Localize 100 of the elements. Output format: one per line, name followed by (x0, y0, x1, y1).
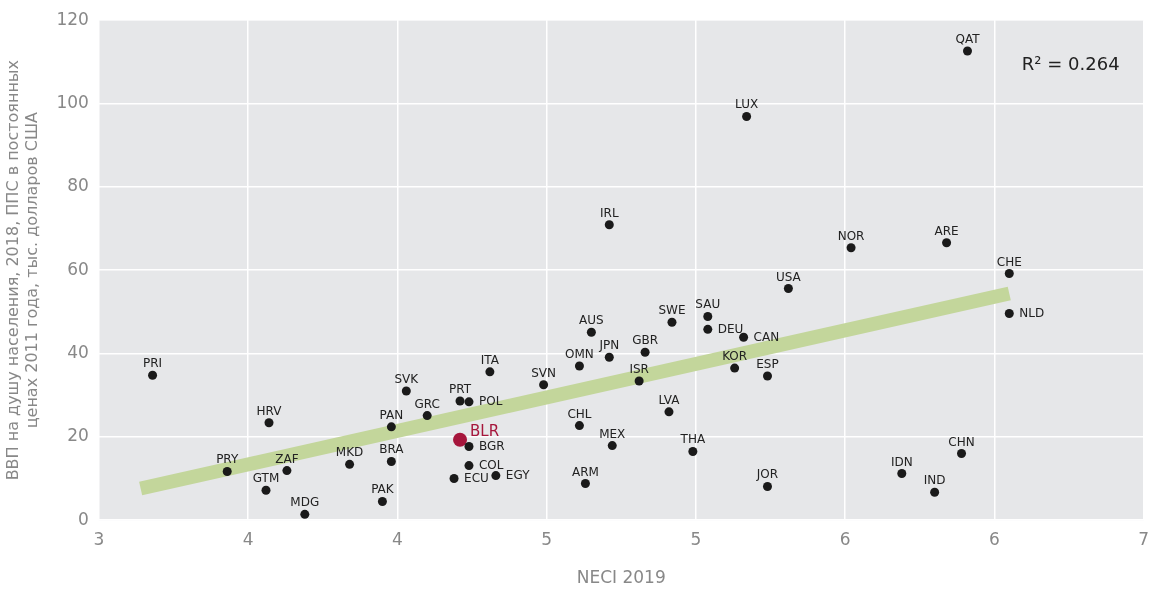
point (942, 238, 952, 248)
annotation: PRT (449, 382, 472, 397)
annotation: USA (775, 269, 802, 284)
annotation: CAN (753, 329, 780, 344)
x-tick-label: 5 (541, 528, 553, 549)
annotation: GBR (632, 333, 659, 348)
annotation: NOR (837, 228, 865, 243)
point (664, 407, 674, 417)
annotation: JOR (755, 467, 779, 482)
annotation: JPN (598, 338, 620, 353)
point (574, 421, 584, 431)
point (455, 396, 465, 406)
point (300, 509, 310, 519)
point (386, 456, 396, 466)
annotation: SAU (695, 297, 721, 312)
x-tick-label: 4 (242, 528, 254, 549)
point (1004, 309, 1014, 319)
annotation: PAK (371, 482, 395, 497)
point (401, 386, 411, 396)
point (730, 363, 740, 373)
annotation: ECU (464, 471, 489, 486)
y-tick-label: 40 (67, 341, 89, 362)
point (464, 397, 474, 407)
annotation: PAN (379, 407, 404, 422)
y-axis-title: ВВП на душу населения, 2018, ППС в постоянных ценах 2011 года, тыс. долларов США (2, 60, 41, 481)
point (703, 311, 713, 321)
annotation: ARM (571, 464, 599, 479)
point (930, 487, 940, 497)
point (604, 352, 614, 362)
annotation: PRI (143, 356, 163, 371)
annotation: THA (679, 432, 706, 447)
annotation: ISR (629, 362, 649, 377)
x-tick-label: 6 (988, 528, 1000, 549)
annotation: LUX (735, 97, 759, 112)
annotation: SVK (394, 372, 420, 387)
point (422, 411, 432, 421)
annotation: HRV (256, 403, 283, 418)
x-tick-label: 5 (690, 528, 702, 549)
y-tick-label: 100 (56, 91, 89, 112)
point (783, 284, 793, 294)
x-tick-label: 4 (391, 528, 403, 549)
y-tick-label: 0 (78, 508, 89, 529)
x-tick-label: 7 (1138, 528, 1150, 549)
point (148, 370, 158, 380)
annotation: IRL (600, 205, 619, 220)
point (962, 46, 972, 56)
annotation: COL (478, 458, 504, 473)
point (1004, 269, 1014, 279)
annotation: ESP (756, 357, 779, 372)
y-tick-label: 120 (56, 8, 89, 29)
annotation: MEX (599, 426, 626, 441)
x-axis-title: NECI 2019 (576, 567, 666, 588)
annotation: CHL (567, 406, 592, 421)
point (762, 371, 772, 381)
annotation: BRA (379, 442, 405, 457)
annotation: POL (478, 394, 503, 409)
point (264, 418, 274, 428)
annotation: PRY (216, 452, 239, 467)
point (282, 466, 292, 476)
x-tick-label: 3 (93, 528, 105, 549)
annotation: LVA (658, 392, 681, 407)
annotation: QAT (955, 32, 981, 47)
point (377, 496, 387, 506)
point (667, 317, 677, 327)
annotation: KOR (722, 349, 748, 364)
point (539, 380, 549, 390)
point (345, 459, 355, 469)
annotation: EGY (505, 468, 531, 483)
annotation: GTM (252, 471, 280, 486)
point (742, 111, 752, 121)
annotation: SWE (658, 303, 686, 318)
point (957, 449, 967, 459)
y-tick-label: 60 (67, 258, 89, 279)
point (386, 422, 396, 432)
point (222, 466, 232, 476)
annotation: ITA (480, 352, 500, 367)
annotation: IND (923, 473, 946, 488)
annotation: SVN (531, 365, 557, 380)
annotation: MKD (335, 445, 364, 460)
point (261, 485, 271, 495)
point (449, 474, 459, 484)
point (464, 461, 474, 471)
point (453, 432, 468, 447)
point (846, 243, 856, 253)
annotation: BGR (478, 438, 505, 453)
annotation: AUS (579, 313, 604, 328)
point (491, 471, 501, 481)
point (464, 441, 474, 451)
annotation: R² = 0.264 (1021, 53, 1120, 75)
annotation: NLD (1019, 306, 1045, 321)
point (634, 376, 644, 386)
series-label: BLR (470, 421, 500, 440)
annotation: OMN (565, 347, 594, 362)
annotation: ZAF (275, 451, 299, 466)
x-tick-label: 6 (839, 528, 851, 549)
point (485, 367, 495, 377)
point (607, 441, 617, 451)
annotation: ARE (934, 223, 959, 238)
point (586, 327, 596, 337)
y-tick-label: 20 (67, 425, 89, 446)
